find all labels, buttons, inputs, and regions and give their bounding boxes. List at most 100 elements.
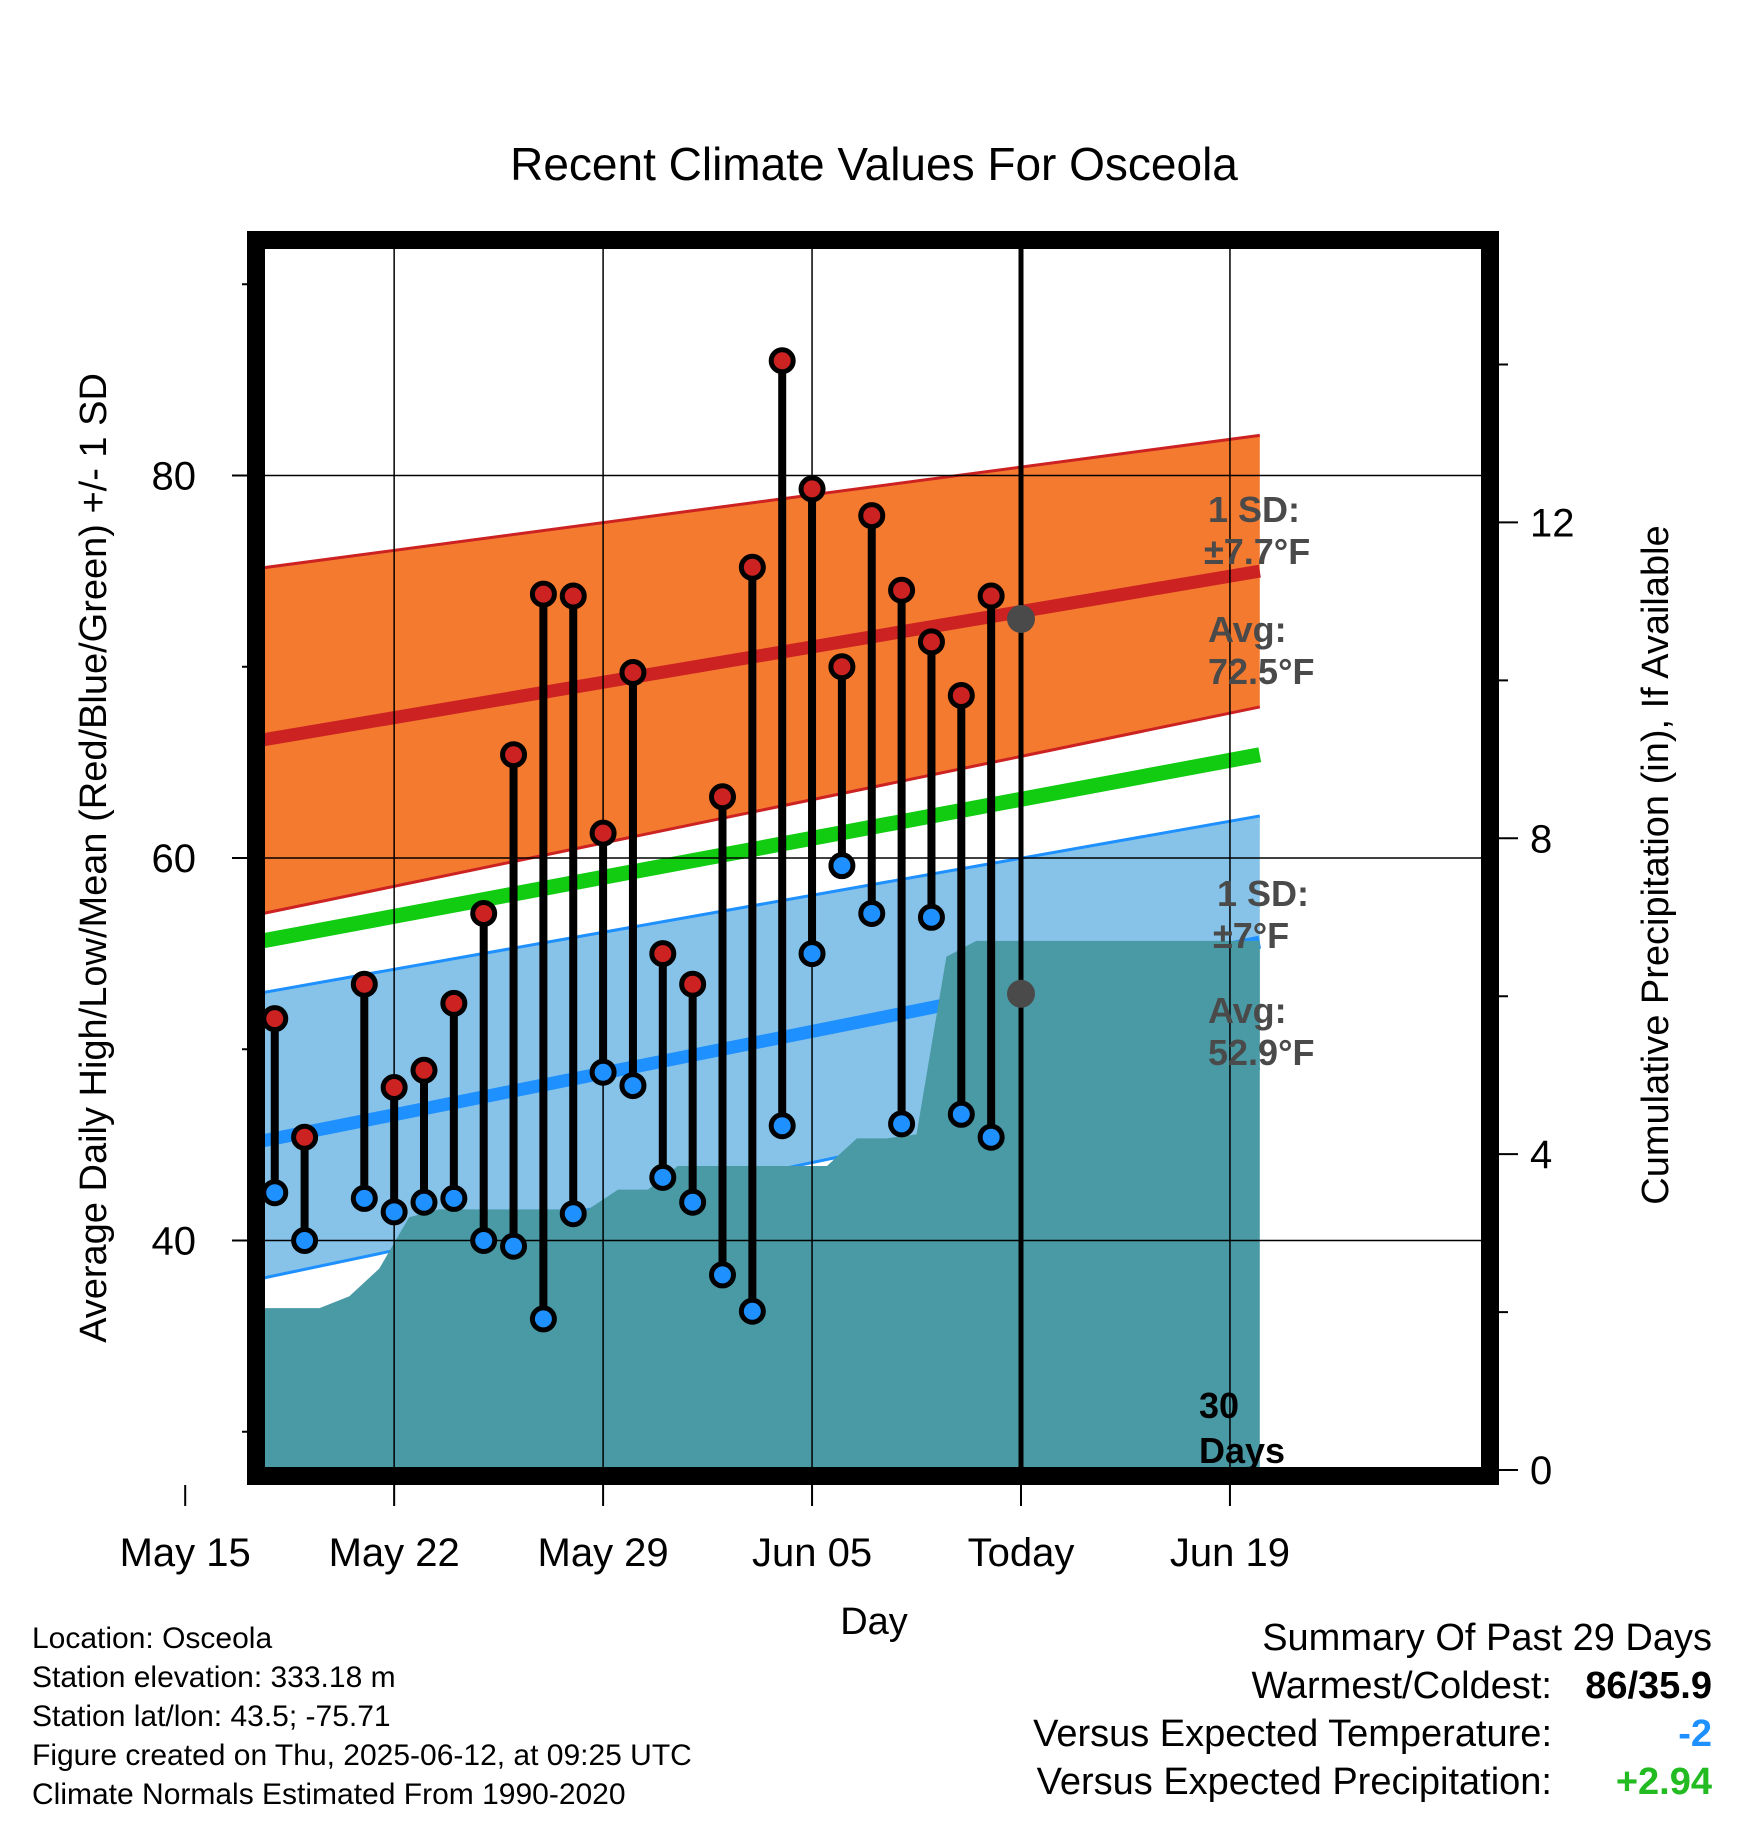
low-point: [589, 1058, 617, 1086]
high-point: [738, 553, 766, 581]
high-sd-label: 1 SD:: [1208, 489, 1300, 530]
high-point: [828, 653, 856, 681]
high-point: [291, 1123, 319, 1151]
summary-value: +2.94: [1615, 1761, 1712, 1803]
station-location: Location: Osceola: [32, 1622, 273, 1655]
summary-label: Warmest/Coldest:: [1251, 1665, 1552, 1707]
low-point: [947, 1100, 975, 1128]
high-point: [262, 1005, 289, 1033]
low-sd-value: ±7°F: [1213, 915, 1289, 956]
high-point: [350, 970, 378, 998]
low-point: [440, 1184, 468, 1212]
days-window-number: 30: [1199, 1385, 1239, 1426]
y-tick-label: 80: [152, 455, 197, 499]
right-y-axis: 0 4 8 12: [1490, 363, 1575, 1493]
low-point: [204, 1006, 226, 1028]
plot-area: [115, 246, 1484, 1470]
low-point: [977, 1123, 1005, 1151]
low-sd-upper-edge: [262, 814, 1261, 995]
low-point: [768, 1112, 796, 1140]
y-tick-label: 40: [152, 1220, 197, 1264]
x-tick-label: May 22: [329, 1531, 460, 1575]
x-tick-label: Jun 19: [1170, 1531, 1290, 1575]
station-info: Location: Osceola Station elevation: 333…: [32, 1619, 692, 1814]
high-point: [798, 475, 826, 503]
climate-normals-note: Climate Normals Estimated From 1990-2020: [32, 1778, 626, 1811]
daily-marks: [115, 347, 1005, 1333]
high-point: [144, 684, 166, 706]
low-point: [380, 1198, 408, 1226]
high-point: [619, 658, 647, 686]
high-point: [204, 465, 226, 487]
low-point: [709, 1261, 736, 1289]
x-tick-label: May 29: [538, 1531, 669, 1575]
low-point: [500, 1232, 528, 1260]
high-point: [888, 576, 916, 604]
y-tick-label: 60: [152, 837, 197, 881]
summary-value: -2: [1678, 1713, 1712, 1755]
summary-row-warmest-coldest: Warmest/Coldest: 86/35.9: [1033, 1662, 1712, 1710]
summary-row-temperature: Versus Expected Temperature: -2: [1033, 1710, 1712, 1758]
high-avg-today-marker: [1007, 604, 1035, 633]
high-point: [470, 899, 498, 927]
high-point: [917, 628, 945, 656]
high-point: [589, 819, 617, 847]
low-sd-label: 1 SD:: [1217, 873, 1309, 914]
y-right-tick-label: 8: [1530, 817, 1552, 861]
high-point: [440, 989, 468, 1017]
high-point: [768, 347, 796, 375]
low-point: [917, 903, 945, 931]
high-avg-label: Avg:: [1208, 609, 1287, 650]
low-point: [738, 1297, 766, 1325]
high-point: [679, 970, 707, 998]
high-point: [174, 587, 196, 609]
high-sd-lower-edge: [262, 705, 1261, 916]
y-right-tick-label: 12: [1530, 501, 1575, 545]
x-tick-label: Today: [968, 1531, 1075, 1575]
high-point: [380, 1074, 408, 1101]
summary-row-precipitation: Versus Expected Precipitation: +2.94: [1033, 1758, 1712, 1806]
x-axis-label: Day: [840, 1601, 908, 1643]
low-point: [174, 941, 196, 963]
low-point: [350, 1184, 378, 1212]
low-point: [858, 899, 886, 927]
station-latlon: Station lat/lon: 43.5; -75.71: [32, 1700, 391, 1733]
high-point: [947, 681, 975, 709]
high-point: [500, 741, 528, 769]
low-point: [888, 1110, 916, 1138]
station-elevation: Station elevation: 333.18 m: [32, 1661, 396, 1694]
low-point: [559, 1200, 587, 1228]
y-right-tick-label: 0: [1530, 1449, 1552, 1493]
low-point: [529, 1305, 557, 1333]
x-tick-label: Jun 05: [752, 1531, 872, 1575]
y-axis-label-right: Cumulative Precipitation (in), If Availa…: [1635, 525, 1677, 1204]
high-point: [115, 480, 137, 502]
high-point: [977, 582, 1005, 610]
low-point: [410, 1188, 438, 1216]
x-axis: May 15 May 22 May 29 Jun 05 Today Jun 19: [120, 1485, 1290, 1575]
low-point: [470, 1227, 498, 1254]
high-point: [559, 582, 587, 610]
summary-label: Versus Expected Precipitation:: [1036, 1761, 1552, 1803]
low-point: [828, 852, 856, 880]
chart-title: Recent Climate Values For Osceola: [510, 138, 1238, 190]
low-point: [679, 1188, 707, 1216]
high-avg-value: 72.5°F: [1208, 651, 1314, 692]
figure-created: Figure created on Thu, 2025-06-12, at 09…: [32, 1739, 692, 1772]
x-tick-label: May 15: [120, 1531, 251, 1575]
summary-value: 86/35.9: [1585, 1665, 1712, 1707]
low-point: [291, 1227, 319, 1254]
summary-panel: Summary Of Past 29 Days Warmest/Coldest:…: [1033, 1614, 1712, 1806]
low-avg-today-marker: [1007, 979, 1035, 1008]
days-window-unit: Days: [1199, 1430, 1285, 1471]
low-avg-label: Avg:: [1208, 990, 1287, 1031]
low-point: [619, 1072, 647, 1100]
high-point: [858, 502, 886, 530]
low-point: [649, 1163, 677, 1191]
high-point: [709, 783, 736, 811]
mean-average-line: [262, 747, 1262, 949]
high-point: [529, 580, 557, 608]
y-axis-label-left: Average Daily High/Low/Mean (Red/Blue/Gr…: [73, 373, 115, 1343]
low-avg-value: 52.9°F: [1208, 1032, 1314, 1073]
